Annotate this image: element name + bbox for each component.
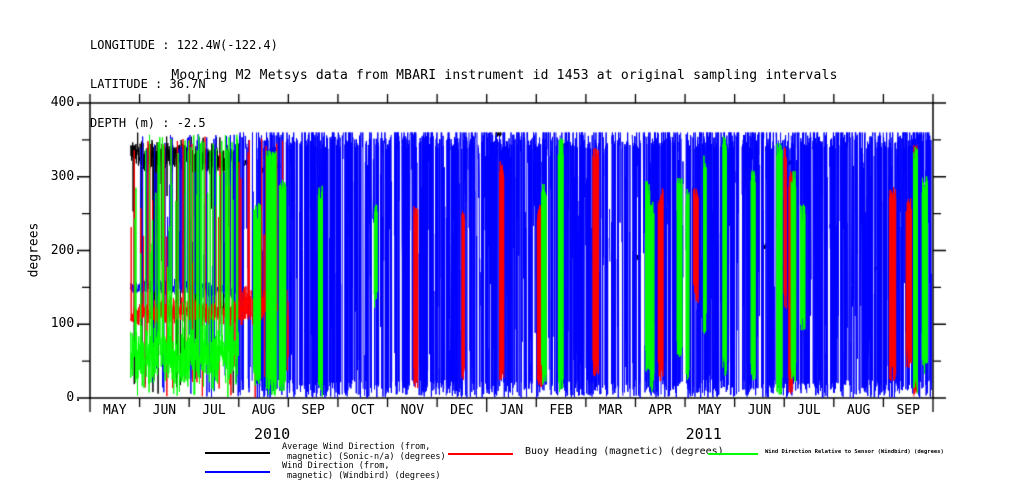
x-tick-label: DEC <box>450 403 474 418</box>
x-tick-label: JUN <box>747 403 772 418</box>
x-tick-label: FEB <box>549 403 573 418</box>
x-tick-label: SEP <box>301 403 325 418</box>
x-tick-label: MAY <box>698 403 722 418</box>
location-info: LONGITUDE : 122.4W(-122.4) LATITUDE : 36… <box>90 13 278 156</box>
longitude-label: LONGITUDE : 122.4W(-122.4) <box>90 38 278 52</box>
x-tick-label: AUG <box>846 403 871 418</box>
y-tick-label: 200. <box>50 242 82 258</box>
x-tick-label: AUG <box>251 403 276 418</box>
x-tick-label: JUL <box>797 403 821 418</box>
x-tick-label: JUL <box>202 403 226 418</box>
x-tick-label: OCT <box>350 403 375 418</box>
legend-label-line: magnetic) (Windbird) (degrees) <box>287 470 441 481</box>
x-tick-label: MAR <box>598 403 623 418</box>
legend-label-line: Wind Direction (from, <box>282 461 390 471</box>
year-label: 2010 <box>254 425 291 443</box>
y-tick-label: 400. <box>50 95 82 110</box>
x-tick-label: APR <box>648 403 672 418</box>
year-label: 2011 <box>685 425 722 443</box>
latitude-label: LATITUDE : 36.7N <box>90 77 206 91</box>
legend-label-line: Buoy Heading (magnetic) (degrees) <box>525 446 724 457</box>
y-tick-label: 100. <box>50 316 82 332</box>
legend-line-sample-red <box>448 453 513 455</box>
x-tick-label: MAY <box>103 403 127 418</box>
legend-label-buoy-heading: Buoy Heading (magnetic) (degrees) <box>525 446 724 457</box>
y-tick-label: 0. <box>66 390 82 405</box>
legend-line-sample-green <box>708 453 758 455</box>
legend-label-line: Average Wind Direction (from, <box>282 442 431 452</box>
legend-label-average-wind-direction: Average Wind Direction (from, magnetic) … <box>282 442 446 462</box>
legend-line-sample-black <box>205 452 270 454</box>
x-tick-label: JAN <box>499 403 524 418</box>
legend-label-line: magnetic) (Sonic-n/a) (degrees) <box>287 451 446 462</box>
x-tick-label: JUN <box>152 403 177 418</box>
x-tick-label: NOV <box>400 403 425 418</box>
legend-label-wind-direction-relative: Wind Direction Relative to Sensor (Windb… <box>765 449 944 455</box>
legend-line-sample-blue <box>205 471 270 473</box>
depth-label: DEPTH (m) : -2.5 <box>90 116 206 130</box>
legend-label-wind-direction: Wind Direction (from, magnetic) (Windbir… <box>282 461 441 481</box>
legend-label-line: Wind Direction Relative to Sensor (Windb… <box>765 449 944 455</box>
page-title: Mooring M2 Metsys data from MBARI instru… <box>171 68 838 83</box>
y-tick-label: 300. <box>50 168 82 184</box>
x-tick-label: SEP <box>896 403 920 418</box>
